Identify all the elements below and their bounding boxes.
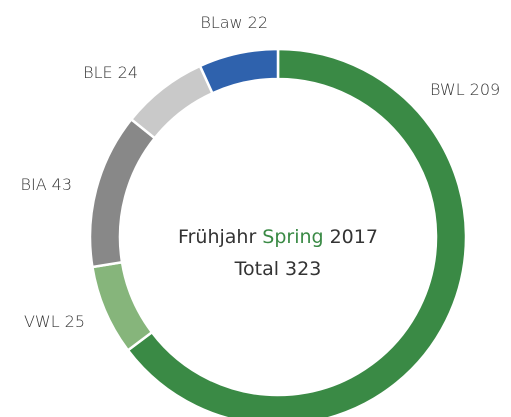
donut-segment (198, 47, 280, 95)
segment-label: BIA 43 (21, 175, 73, 194)
donut-segment (90, 260, 154, 353)
total-value: 323 (285, 258, 321, 280)
donut-segment (129, 64, 215, 140)
segment-label: VWL 25 (24, 312, 85, 331)
segment-label: BLaw 22 (200, 13, 268, 32)
donut-segment (126, 47, 468, 417)
segment-name: BLE (83, 63, 113, 82)
title-part: Frühjahr (178, 226, 256, 248)
segment-value: 24 (118, 63, 138, 82)
segment-name: VWL (24, 312, 60, 331)
segment-label: BLE 24 (83, 63, 138, 82)
center-total: Total 323 (234, 258, 322, 280)
center-title: Frühjahr Spring 2017 (178, 226, 378, 248)
title-part: Spring (262, 226, 323, 248)
segment-value: 209 (470, 80, 501, 99)
segment-name: BIA (21, 175, 47, 194)
total-label: Total (234, 258, 279, 280)
segment-value: 22 (248, 13, 268, 32)
segment-name: BLaw (200, 13, 242, 32)
segment-value: 43 (52, 175, 72, 194)
donut-segment (88, 117, 157, 269)
segment-value: 25 (65, 312, 85, 331)
segment-name: BWL (430, 80, 465, 99)
segment-label: BWL 209 (430, 80, 500, 99)
title-part: 2017 (330, 226, 378, 248)
